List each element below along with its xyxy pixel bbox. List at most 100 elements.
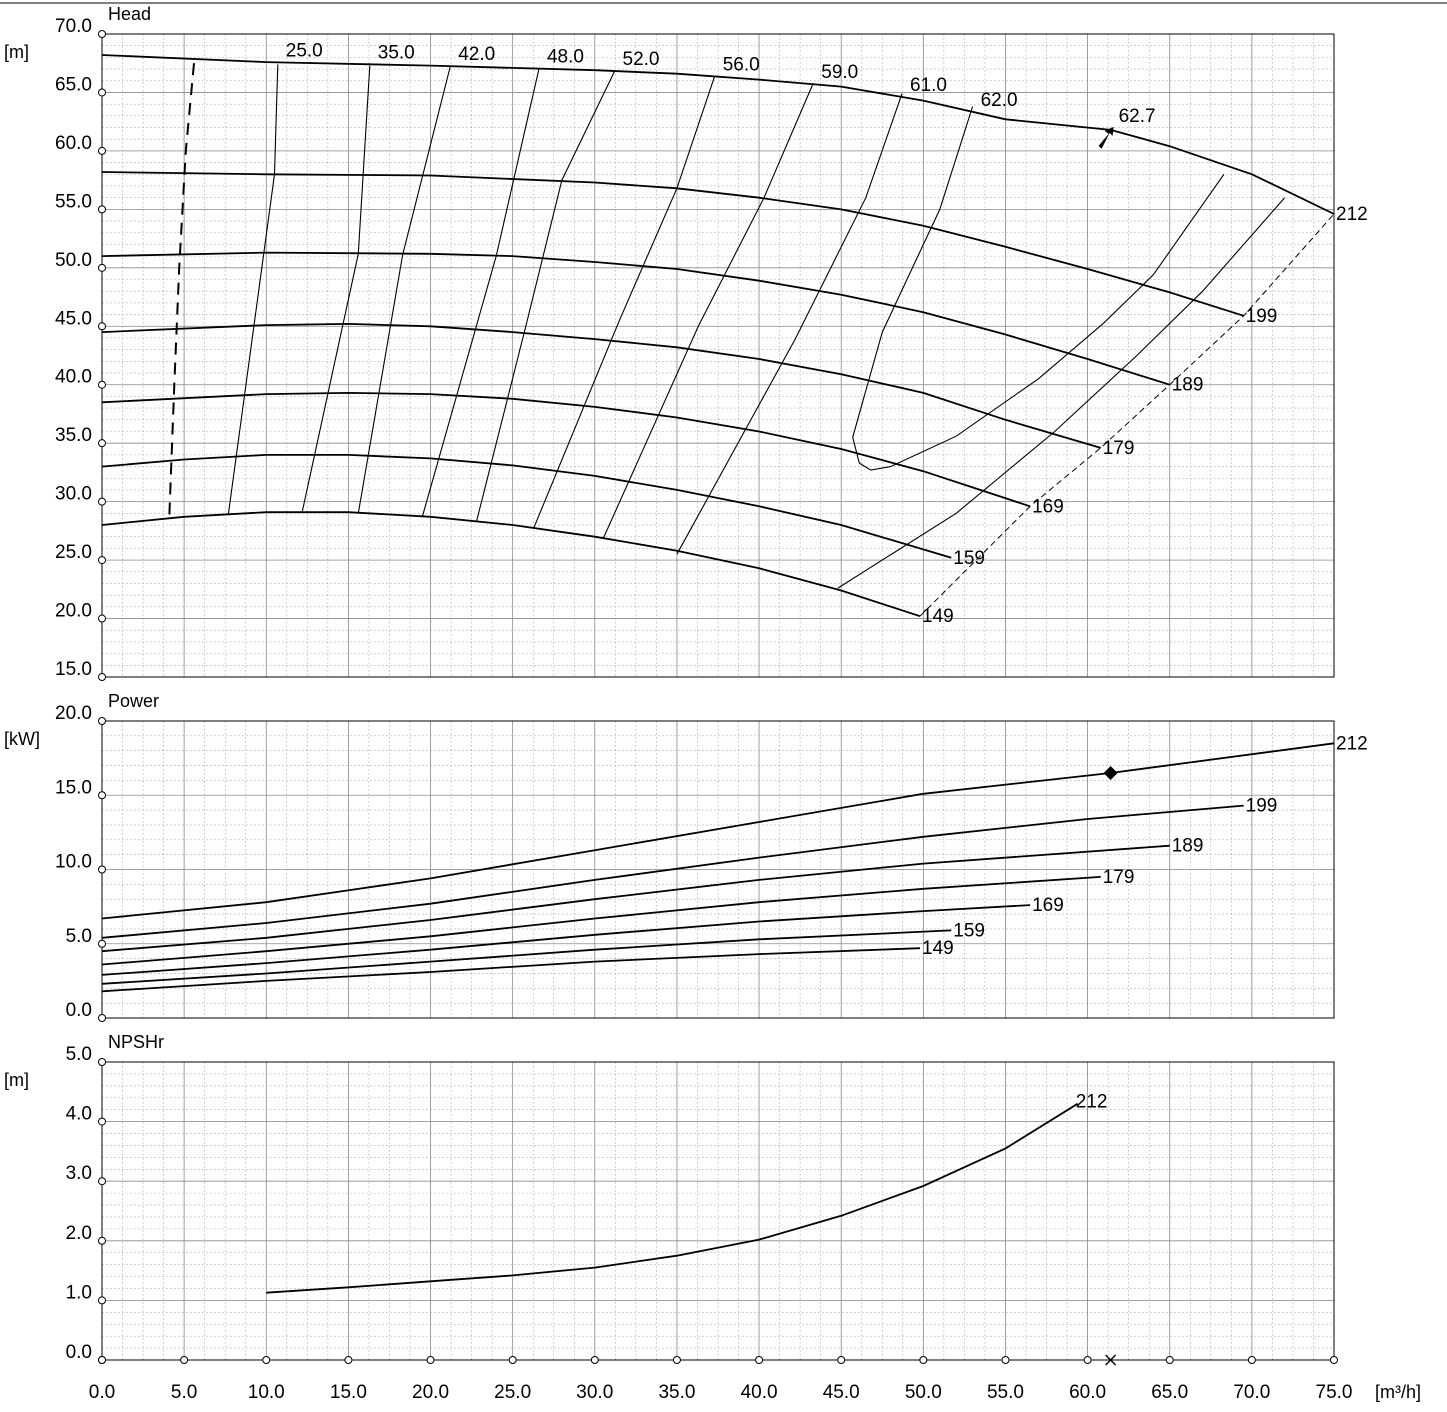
efficiency-line xyxy=(676,93,903,555)
efficiency-label: 56.0 xyxy=(723,54,760,75)
x-tick-marker xyxy=(672,1356,681,1364)
y-tick-marker xyxy=(98,791,106,800)
series-line xyxy=(101,876,1101,966)
y-tick-label: 2.0 xyxy=(66,1223,92,1244)
panel-title: Power xyxy=(108,691,159,711)
duty-point-marker xyxy=(1098,126,1114,149)
efficiency-line xyxy=(421,68,540,517)
y-tick-label: 10.0 xyxy=(55,852,92,873)
series-line xyxy=(266,1102,1079,1294)
y-tick-marker xyxy=(98,146,106,155)
y-tick-marker xyxy=(98,380,106,389)
panel-title: Head xyxy=(108,4,151,24)
y-tick-label: 60.0 xyxy=(55,133,92,154)
efficiency-line xyxy=(859,173,1225,471)
y-unit-label: [m] xyxy=(4,1070,29,1090)
x-tick-marker xyxy=(1001,1356,1010,1364)
series-label: 149 xyxy=(922,606,954,627)
y-unit-label: [kW] xyxy=(4,729,40,749)
y-tick-marker xyxy=(98,88,106,97)
series-label: 199 xyxy=(1246,306,1278,327)
x-tick-label: 30.0 xyxy=(576,1382,613,1403)
y-tick-marker xyxy=(98,322,106,331)
x-tick-label: 25.0 xyxy=(494,1382,531,1403)
y-tick-label: 55.0 xyxy=(55,191,92,212)
y-tick-marker xyxy=(98,673,106,681)
panel-npshr xyxy=(98,1058,1338,1366)
npsh-limit-line xyxy=(168,63,195,517)
y-tick-marker xyxy=(98,263,106,272)
efficiency-line xyxy=(837,197,1286,589)
efficiency-line xyxy=(227,64,279,514)
series-line xyxy=(101,904,1031,976)
efficiency-line xyxy=(533,75,716,528)
series-line xyxy=(101,511,921,618)
y-tick-label: 40.0 xyxy=(55,367,92,388)
series-label: 169 xyxy=(1032,895,1064,916)
efficiency-line xyxy=(301,65,371,512)
x-tick-label: 50.0 xyxy=(905,1382,942,1403)
y-tick-marker xyxy=(98,205,106,214)
x-tick-marker xyxy=(508,1356,517,1364)
y-tick-label: 5.0 xyxy=(66,926,92,947)
efficiency-label: 48.0 xyxy=(547,47,584,68)
x-tick-label: 60.0 xyxy=(1069,1382,1106,1403)
efficiency-line xyxy=(357,66,451,514)
series-label: 212 xyxy=(1336,733,1368,754)
x-tick-marker xyxy=(837,1356,846,1364)
y-tick-marker xyxy=(98,556,106,565)
y-tick-label: 20.0 xyxy=(55,601,92,622)
end-of-curve-line xyxy=(919,213,1335,617)
efficiency-label: 61.0 xyxy=(910,75,947,96)
series-line xyxy=(101,947,921,993)
efficiency-label: 59.0 xyxy=(821,62,858,83)
x-tick-label: 75.0 xyxy=(1316,1382,1353,1403)
y-tick-marker xyxy=(98,439,106,448)
y-tick-label: 15.0 xyxy=(55,659,92,680)
duty-point-marker xyxy=(1105,1354,1117,1366)
x-tick-marker xyxy=(1330,1356,1338,1364)
duty-point-marker xyxy=(1103,765,1118,780)
y-unit-label: [m] xyxy=(4,42,29,62)
y-tick-label: 1.0 xyxy=(66,1282,92,1303)
x-tick-label: 5.0 xyxy=(171,1382,197,1403)
x-tick-marker xyxy=(590,1356,599,1364)
series-label: 179 xyxy=(1103,867,1135,888)
y-tick-label: 5.0 xyxy=(66,1044,92,1065)
x-tick-marker xyxy=(1083,1356,1092,1364)
y-tick-marker xyxy=(98,30,106,38)
y-tick-label: 45.0 xyxy=(55,308,92,329)
x-tick-marker xyxy=(262,1356,271,1364)
y-tick-marker xyxy=(98,1296,106,1305)
series-label: 149 xyxy=(922,938,954,959)
efficiency-line xyxy=(852,106,974,464)
x-tick-marker xyxy=(180,1356,189,1364)
y-tick-label: 15.0 xyxy=(55,777,92,798)
panel-head xyxy=(98,30,1335,681)
y-tick-label: 20.0 xyxy=(55,703,92,724)
series-line xyxy=(101,322,1101,449)
series-label: 199 xyxy=(1246,796,1278,817)
efficiency-label: 35.0 xyxy=(378,42,415,63)
y-tick-marker xyxy=(98,1058,106,1066)
y-tick-label: 65.0 xyxy=(55,74,92,95)
y-tick-label: 70.0 xyxy=(55,16,92,37)
y-tick-marker xyxy=(98,939,106,948)
y-tick-label: 35.0 xyxy=(55,425,92,446)
series-label: 212 xyxy=(1336,204,1368,225)
efficiency-line xyxy=(475,71,615,522)
series-label: 189 xyxy=(1172,375,1204,396)
y-tick-marker xyxy=(98,1177,106,1186)
x-tick-label: 0.0 xyxy=(89,1382,115,1403)
x-tick-label: 20.0 xyxy=(412,1382,449,1403)
x-tick-label: 65.0 xyxy=(1151,1382,1188,1403)
x-tick-marker xyxy=(919,1356,928,1364)
series-line xyxy=(101,391,1031,508)
x-tick-label: 15.0 xyxy=(330,1382,367,1403)
x-tick-marker xyxy=(98,1356,106,1364)
efficiency-line xyxy=(602,82,814,540)
best-efficiency-label: 62.7 xyxy=(1119,106,1156,127)
y-tick-label: 3.0 xyxy=(66,1163,92,1184)
